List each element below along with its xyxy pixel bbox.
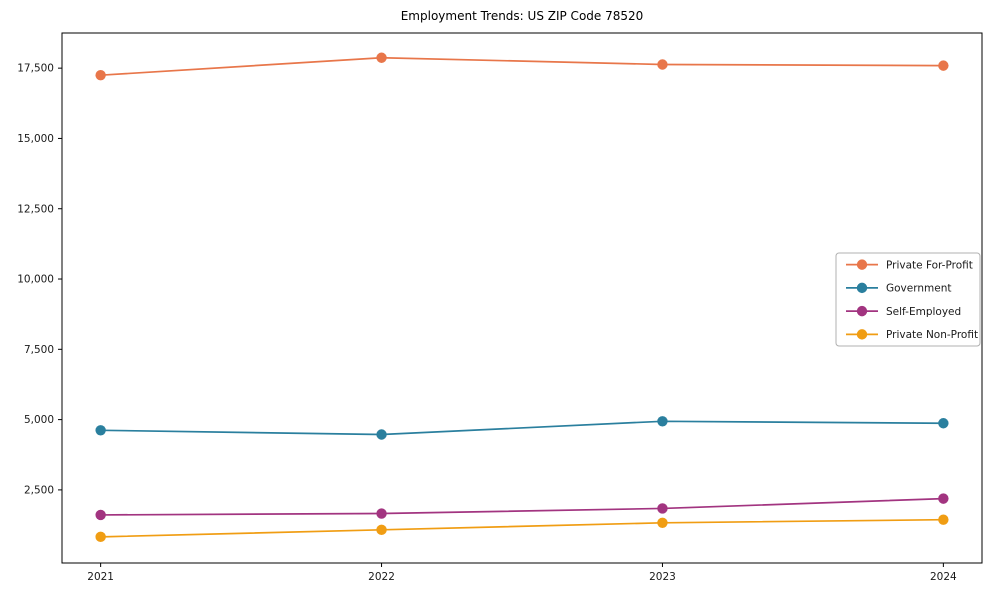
series-line — [100, 56, 944, 77]
data-point-marker — [376, 52, 387, 63]
data-point-marker — [376, 524, 387, 536]
x-tick-label: 2021 — [87, 571, 114, 583]
y-tick-label: 10,000 — [17, 274, 54, 286]
y-tick-label: 2,500 — [24, 484, 54, 496]
data-point-marker — [95, 69, 106, 81]
series-line — [100, 420, 944, 436]
legend-label: Private Non-Profit — [886, 329, 978, 341]
data-point-marker — [938, 493, 949, 504]
legend-label: Private For-Profit — [886, 259, 973, 271]
legend-label: Government — [886, 283, 951, 295]
x-tick-label: 2024 — [930, 571, 957, 583]
legend-swatch-marker — [856, 305, 868, 317]
data-point-marker — [376, 508, 387, 519]
chart-title: Employment Trends: US ZIP Code 78520 — [400, 9, 644, 23]
series-line — [100, 497, 944, 516]
y-tick-label: 15,000 — [17, 133, 54, 145]
x-tick-label: 2022 — [368, 571, 395, 583]
series-line — [100, 518, 944, 538]
legend-swatch-marker — [856, 282, 868, 294]
y-tick-label: 7,500 — [24, 344, 54, 356]
x-tick-label: 2023 — [649, 571, 676, 583]
data-point-marker — [938, 418, 949, 429]
legend-swatch-marker — [856, 329, 868, 340]
legend-swatch-marker — [856, 259, 868, 270]
data-point-marker — [938, 60, 949, 71]
data-point-marker — [657, 503, 668, 514]
data-point-marker — [657, 517, 668, 528]
plot-border — [61, 32, 983, 564]
data-point-marker — [95, 531, 106, 543]
data-point-marker — [95, 425, 106, 436]
legend-box — [835, 252, 981, 347]
y-tick-label: 5,000 — [24, 414, 54, 426]
data-point-marker — [657, 416, 668, 427]
data-point-marker — [95, 509, 106, 521]
y-tick-label: 17,500 — [17, 63, 54, 75]
y-tick-label: 12,500 — [17, 203, 54, 215]
legend-label: Self-Employed — [886, 306, 961, 318]
data-point-marker — [376, 429, 387, 440]
data-point-marker — [657, 59, 668, 70]
data-point-marker — [938, 514, 949, 525]
